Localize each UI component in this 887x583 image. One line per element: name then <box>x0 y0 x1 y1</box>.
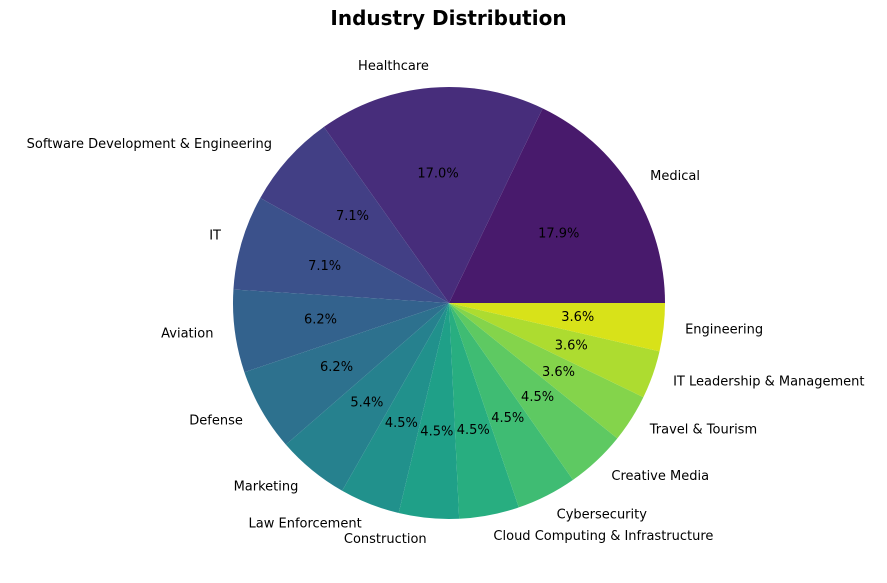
percent-label-medical: 17.9% <box>538 227 579 242</box>
category-label-marketing: Marketing <box>234 479 299 494</box>
category-label-it: IT <box>209 229 221 244</box>
pie-slice-law-enforcement <box>342 303 449 514</box>
slices-layer <box>233 87 665 520</box>
pie-slice-travel-and-tourism <box>449 303 644 439</box>
category-label-construction: Construction <box>344 532 427 547</box>
pie-slice-software-development-and-engineering <box>260 126 449 303</box>
percent-label-healthcare: 17.0% <box>417 166 458 181</box>
pie-slice-construction <box>398 303 460 520</box>
category-label-engineering: Engineering <box>685 322 763 337</box>
category-label-law-enforcement: Law Enforcement <box>249 516 362 531</box>
percent-labels-layer: 17.9%17.0%7.1%7.1%6.2%6.2%5.4%4.5%4.5% 4.… <box>304 166 594 439</box>
category-label-healthcare: Healthcare <box>358 59 429 74</box>
percent-label-marketing: 5.4% <box>350 396 383 411</box>
category-label-cloud-computing-and-infrastructure: Cloud Computing & Infrastructure <box>493 529 713 544</box>
pie-slice-medical <box>449 108 665 303</box>
percent-label-construction: 4.5% <box>420 425 453 440</box>
percent-label-cybersecurity: 4.5% <box>491 411 524 426</box>
pie-slice-aviation <box>233 289 449 373</box>
pie-slice-engineering <box>449 303 665 352</box>
chart-title: Industry Distribution <box>330 6 567 30</box>
pie-slice-cloud-computing-and-infrastructure <box>449 303 519 519</box>
percent-label-travel-and-tourism: 3.6% <box>542 365 575 380</box>
pie-slice-cybersecurity <box>449 303 573 508</box>
category-label-cybersecurity: Cybersecurity <box>557 507 648 522</box>
category-label-defense: Defense <box>189 414 243 429</box>
category-label-medical: Medical <box>650 169 700 184</box>
category-label-creative-media: Creative Media <box>611 469 709 484</box>
category-labels-layer: Medical Healthcare Software Development & … <box>27 59 865 547</box>
category-label-software-development-and-engineering: Software Development & Engineering <box>27 137 272 152</box>
pie-slice-creative-media <box>449 303 618 480</box>
category-label-aviation: Aviation <box>161 327 213 342</box>
percent-label-cloud-computing-and-infrastructure: 4.5% <box>457 423 490 438</box>
category-label-travel-and-tourism: Travel & Tourism <box>649 423 757 438</box>
percent-label-law-enforcement: 4.5% <box>385 416 418 431</box>
percent-label-defense: 6.2% <box>320 360 353 375</box>
percent-label-software-development-and-engineering: 7.1% <box>336 209 369 224</box>
pie-slice-marketing <box>285 303 449 491</box>
category-label-it-leadership-and-management: IT Leadership & Management <box>673 374 864 389</box>
percent-label-engineering: 3.6% <box>561 310 594 325</box>
percent-label-it-leadership-and-management: 3.6% <box>555 339 588 354</box>
percent-label-aviation: 6.2% <box>304 313 337 328</box>
pie-slice-it-leadership-and-management <box>449 303 660 398</box>
pie-slice-it <box>233 197 449 303</box>
percent-label-it: 7.1% <box>308 259 341 274</box>
pie-slice-healthcare <box>323 87 543 303</box>
percent-label-creative-media: 4.5% <box>521 390 554 405</box>
pie-slice-defense <box>244 303 449 445</box>
